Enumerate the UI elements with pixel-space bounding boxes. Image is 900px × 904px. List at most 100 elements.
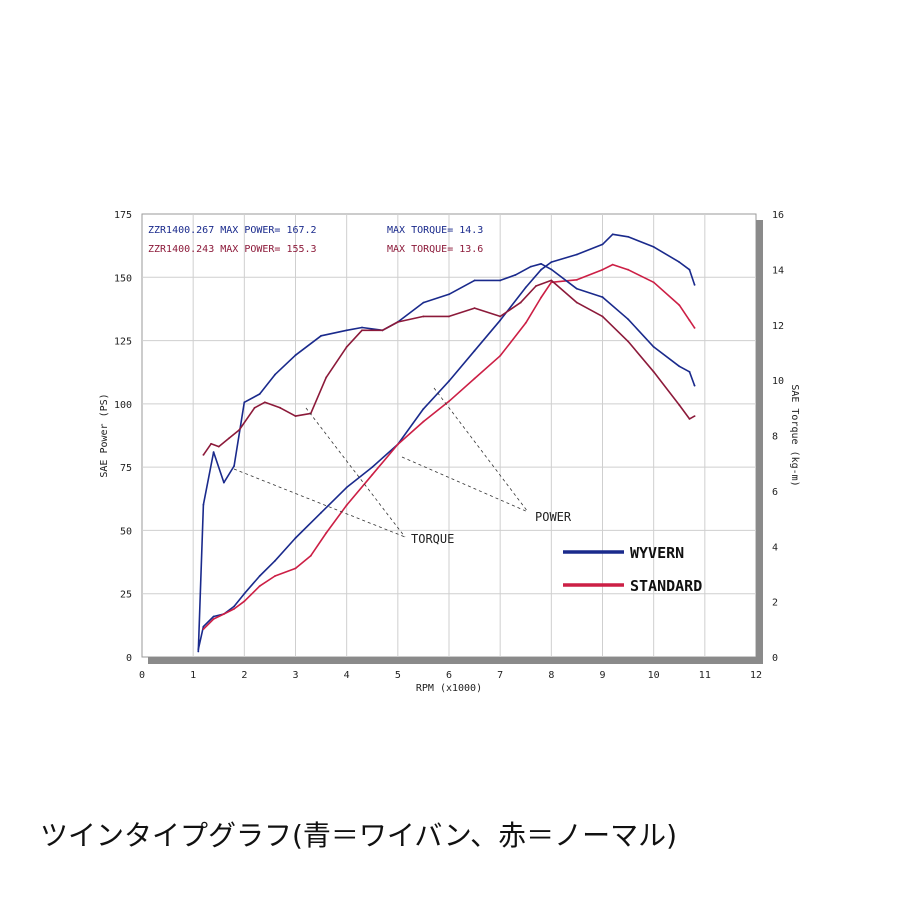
y-tick-label: 25 <box>120 590 132 601</box>
y2-tick-label: 14 <box>772 265 784 276</box>
data-point <box>550 279 553 282</box>
data-point <box>678 304 681 307</box>
x-tick-label: 3 <box>292 670 298 681</box>
data-point <box>371 473 374 476</box>
data-point <box>693 415 696 418</box>
y-tick-label: 75 <box>120 463 132 474</box>
data-point <box>550 281 553 284</box>
y2-tick-label: 8 <box>772 432 778 443</box>
data-point <box>688 417 691 420</box>
data-point <box>279 406 282 409</box>
x-tick-label: 0 <box>139 670 145 681</box>
y-tick-label: 150 <box>114 273 132 284</box>
y-tick-label: 50 <box>120 526 132 537</box>
data-point <box>576 278 578 281</box>
data-point <box>212 451 215 454</box>
x-tick-label: 7 <box>497 670 503 681</box>
data-point <box>473 349 476 352</box>
data-point <box>601 243 604 246</box>
data-point <box>202 503 205 506</box>
x-tick-label: 9 <box>599 670 605 681</box>
data-point <box>258 575 261 577</box>
data-point <box>253 406 256 409</box>
series-line-standard-power <box>202 263 696 630</box>
power-annotation: POWER <box>535 510 572 524</box>
data-point <box>258 393 261 395</box>
data-point <box>325 532 328 534</box>
data-point <box>448 293 450 296</box>
y-tick-label: 0 <box>126 653 132 664</box>
data-point <box>243 401 246 404</box>
power-leader-line <box>433 387 529 513</box>
series-line-wyvern-power <box>197 233 696 650</box>
data-point <box>576 253 578 256</box>
data-point <box>473 307 476 310</box>
data-point <box>320 334 322 337</box>
data-point <box>652 346 655 348</box>
data-point <box>688 268 691 271</box>
y-tick-label: 175 <box>114 210 132 221</box>
data-point <box>448 380 450 382</box>
data-point <box>202 628 205 631</box>
y2-tick-label: 4 <box>772 542 778 553</box>
data-point <box>274 575 276 577</box>
data-point <box>529 265 532 268</box>
data-point <box>499 354 502 357</box>
data-point <box>448 315 450 318</box>
data-point <box>540 262 542 265</box>
data-point <box>693 283 696 286</box>
data-point <box>576 287 578 290</box>
x-tick-label: 2 <box>241 670 247 681</box>
data-point <box>524 321 527 324</box>
data-point <box>611 263 614 266</box>
data-point <box>263 401 266 404</box>
data-point <box>652 246 655 248</box>
data-point <box>693 384 696 387</box>
data-point <box>274 373 276 376</box>
data-point <box>678 261 681 263</box>
plot-shadow-right <box>756 220 763 664</box>
data-point <box>627 340 629 343</box>
data-point <box>371 466 374 469</box>
data-point <box>499 319 502 322</box>
data-point <box>294 415 297 418</box>
data-point <box>345 329 348 332</box>
data-point <box>212 615 215 618</box>
data-point <box>233 605 236 608</box>
x-tick-label: 10 <box>648 670 660 681</box>
data-point <box>294 354 297 357</box>
data-point <box>693 327 696 329</box>
power-leader-line <box>401 456 529 513</box>
data-point <box>222 613 225 615</box>
data-point <box>678 404 681 406</box>
data-point <box>210 442 212 445</box>
data-point <box>325 376 328 379</box>
data-point <box>473 377 476 380</box>
data-point <box>228 437 230 440</box>
y2-tick-label: 0 <box>772 653 778 664</box>
data-point <box>473 279 476 282</box>
header-max-torque: MAX TORQUE= 13.6 <box>387 244 483 255</box>
data-point <box>576 301 578 304</box>
data-point <box>627 318 629 321</box>
y2-tick-label: 2 <box>772 598 778 609</box>
data-point <box>396 321 399 323</box>
data-point <box>294 567 297 570</box>
data-point <box>611 233 614 236</box>
data-point <box>217 445 220 448</box>
data-point <box>601 268 604 271</box>
x-tick-label: 12 <box>750 670 762 681</box>
y2-tick-label: 12 <box>772 321 784 332</box>
data-point <box>197 650 200 653</box>
data-point <box>309 554 312 557</box>
data-point <box>601 315 604 318</box>
data-point <box>499 315 502 318</box>
data-point <box>422 301 425 304</box>
data-point <box>422 408 425 410</box>
data-point <box>361 329 363 332</box>
x-tick-label: 8 <box>548 670 554 681</box>
x-tick-label: 1 <box>190 670 196 681</box>
data-point <box>688 319 691 322</box>
data-point <box>524 286 527 289</box>
